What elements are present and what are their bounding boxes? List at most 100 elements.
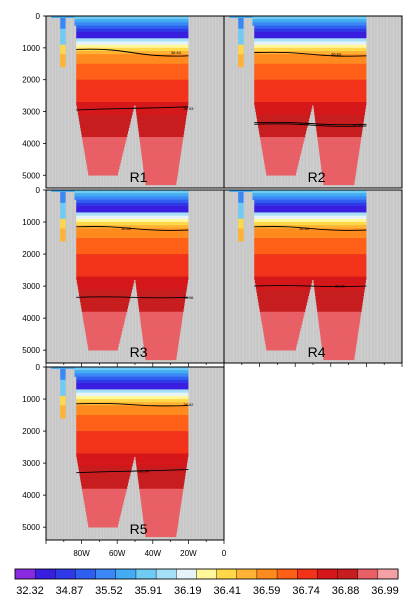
deep-basin-cell <box>88 346 118 351</box>
deep-basin-cell <box>88 523 118 528</box>
basin-cell <box>76 405 189 409</box>
contour-line <box>254 226 367 231</box>
deep-basin-cell <box>320 334 358 338</box>
basin-cell <box>76 89 189 93</box>
deep-basin-cell <box>144 527 178 531</box>
deep-basin-cell <box>259 305 307 309</box>
basin-cell <box>76 212 189 216</box>
channel-cell <box>60 402 66 406</box>
y-tick-label: 4000 <box>22 139 40 148</box>
deep-basin-cell <box>143 165 179 170</box>
basin-cell <box>76 273 189 277</box>
deep-basin-cell <box>135 456 188 461</box>
channel-cell <box>60 25 66 30</box>
deep-basin-cell <box>145 181 177 186</box>
deep-basin-cell <box>80 475 130 480</box>
deep-basin-cell <box>258 298 308 303</box>
colorbar-swatch <box>377 568 399 580</box>
channel-cell <box>60 41 66 45</box>
contour-label: 36.93 <box>183 106 194 111</box>
channel-cell <box>238 231 244 236</box>
basin-cell <box>254 257 367 261</box>
deep-basin-cell <box>144 353 177 357</box>
deep-basin-cell <box>317 133 362 138</box>
deep-basin-cell <box>144 346 178 351</box>
panel-label: R1 <box>130 169 148 185</box>
deep-basin-cell <box>135 276 189 281</box>
deep-basin-cell <box>142 337 180 341</box>
deep-basin-cell <box>135 459 188 464</box>
channel-cell <box>60 386 66 390</box>
colorbar-swatch <box>115 568 137 580</box>
deep-basin-cell <box>142 511 180 515</box>
deep-basin-cell <box>316 130 363 135</box>
x-tick-label: 0 <box>222 549 227 558</box>
x-tick-label: 40W <box>145 549 162 558</box>
deep-basin-cell <box>263 330 300 335</box>
deep-basin-cell <box>86 159 122 163</box>
deep-basin-cell <box>316 302 363 306</box>
deep-basin-cell <box>141 504 181 509</box>
channel-cell <box>60 60 66 65</box>
contour-line <box>254 51 367 57</box>
contour-line <box>76 106 189 111</box>
channel-cell <box>60 44 66 49</box>
channel-cell <box>60 231 66 236</box>
basin-cell <box>76 199 189 204</box>
basin-cell <box>76 447 189 451</box>
y-tick-label: 5000 <box>22 523 40 532</box>
channel-cell <box>60 193 66 197</box>
deep-basin-cell <box>319 152 359 157</box>
deep-basin-cell <box>78 117 132 122</box>
channel-cell <box>60 234 66 239</box>
basin-cell <box>254 202 367 207</box>
basin-cell <box>74 19 189 23</box>
deep-basin-cell <box>316 305 363 309</box>
y-tick-label: 2000 <box>22 76 40 85</box>
deep-basin-cell <box>141 327 181 332</box>
deep-basin-cell <box>85 156 122 160</box>
panel-frame <box>223 15 403 189</box>
deep-basin-cell <box>145 356 177 361</box>
panel-r4: 36.64 36.96 R4 <box>223 189 403 367</box>
deep-basin-cell <box>141 149 182 154</box>
panel-label: R4 <box>308 344 326 360</box>
panel-r2: 36.63 36.94 36.96 R2 <box>223 15 403 189</box>
deep-basin-cell <box>77 282 134 287</box>
channel-cell <box>238 54 244 58</box>
basin-cell <box>76 38 189 42</box>
deep-basin-cell <box>260 137 305 141</box>
basin-cell <box>76 234 189 239</box>
basin-cell <box>76 222 189 226</box>
channel-cell <box>60 212 66 216</box>
y-tick-label: 0 <box>36 186 41 195</box>
basin-cell <box>254 92 367 96</box>
deep-basin-cell <box>81 305 129 309</box>
deep-basin-cell <box>135 102 189 106</box>
deep-basin-cell <box>140 143 183 147</box>
colorbar-swatch <box>317 568 338 580</box>
contour-line <box>254 123 367 127</box>
contour-label: 36.96 <box>352 123 363 128</box>
basin-cell <box>76 415 189 419</box>
deep-basin-cell <box>78 466 132 470</box>
channel-cell <box>238 28 244 33</box>
deep-basin-cell <box>80 124 130 128</box>
panel-label: R5 <box>130 521 148 537</box>
basin-cell <box>76 92 189 96</box>
deep-basin-cell <box>77 111 133 116</box>
channel-cell <box>60 399 66 403</box>
channel-cell <box>60 383 66 387</box>
panel-r1: 36.64 36.93 R1 0 1000 2000 3000 4000 5000 <box>22 12 225 189</box>
deep-basin-cell <box>322 175 356 179</box>
basin-cell <box>254 57 367 61</box>
deep-basin-cell <box>266 172 296 176</box>
deep-basin-cell <box>254 105 313 109</box>
channel-cell <box>60 206 66 210</box>
basin-cell <box>254 98 367 103</box>
deep-basin-cell <box>140 495 183 499</box>
deep-basin-cell <box>313 282 366 287</box>
deep-basin-cell <box>144 172 178 176</box>
basin-cell <box>76 260 189 264</box>
deep-basin-cell <box>143 343 179 348</box>
